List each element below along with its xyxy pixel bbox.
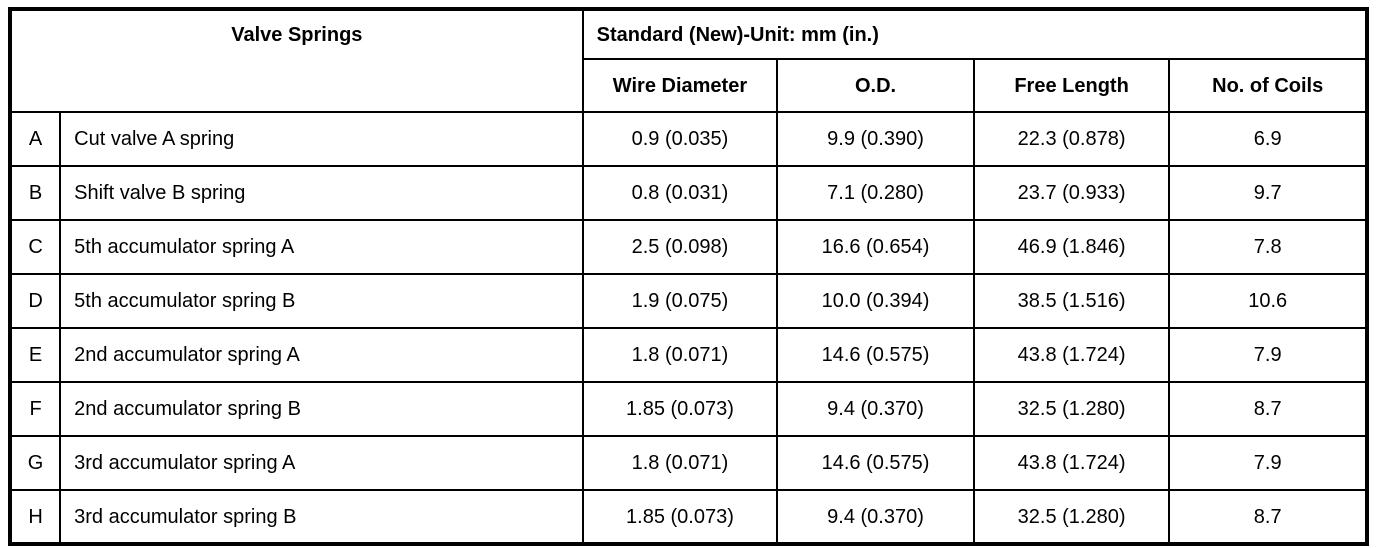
cell-od: 7.1 (0.280) <box>776 165 975 221</box>
column-header-wire-diameter: Wire Diameter <box>581 58 779 113</box>
cell-wire-diameter: 1.85 (0.073) <box>581 489 779 545</box>
cell-no-of-coils: 6.9 <box>1168 111 1368 167</box>
cell-free-length: 46.9 (1.846) <box>972 219 1171 275</box>
cell-ref-letter: B <box>8 165 62 221</box>
cell-ref-letter: D <box>8 273 62 329</box>
cell-ref-letter: H <box>8 489 62 545</box>
cell-wire-diameter: 1.85 (0.073) <box>581 381 779 437</box>
cell-spring-name: 3rd accumulator spring A <box>59 435 584 491</box>
table-title: Valve Springs <box>9 8 584 113</box>
cell-od: 10.0 (0.394) <box>776 273 975 329</box>
cell-wire-diameter: 0.9 (0.035) <box>581 111 779 167</box>
table-body: A Cut valve A spring 0.9 (0.035) 9.9 (0.390… <box>8 111 1368 545</box>
table-row: D 5th accumulator spring B 1.9 (0.075) 10.0… <box>8 273 1368 329</box>
cell-no-of-coils: 7.8 <box>1168 219 1368 275</box>
table-row: E 2nd accumulator spring A 1.8 (0.071) 14.6… <box>8 327 1368 383</box>
cell-no-of-coils: 10.6 <box>1168 273 1368 329</box>
cell-wire-diameter: 2.5 (0.098) <box>581 219 779 275</box>
cell-od: 9.4 (0.370) <box>776 381 975 437</box>
table-header: Valve Springs Standard (New)-Unit: mm (i… <box>9 8 1369 113</box>
cell-no-of-coils: 8.7 <box>1168 381 1368 437</box>
cell-no-of-coils: 8.7 <box>1168 489 1368 545</box>
cell-free-length: 38.5 (1.516) <box>972 273 1171 329</box>
cell-od: 16.6 (0.654) <box>776 219 975 275</box>
standard-unit-header: Standard (New)-Unit: mm (in.) <box>581 8 1369 60</box>
cell-ref-letter: G <box>8 435 62 491</box>
table-row: G 3rd accumulator spring A 1.8 (0.071) 14.6… <box>8 435 1368 491</box>
table-row: A Cut valve A spring 0.9 (0.035) 9.9 (0.390… <box>8 111 1368 167</box>
cell-no-of-coils: 9.7 <box>1168 165 1368 221</box>
cell-no-of-coils: 7.9 <box>1168 435 1368 491</box>
cell-od: 14.6 (0.575) <box>776 327 975 383</box>
cell-free-length: 32.5 (1.280) <box>972 489 1171 545</box>
cell-spring-name: Shift valve B spring <box>59 165 584 221</box>
cell-spring-name: 2nd accumulator spring A <box>59 327 584 383</box>
cell-free-length: 43.8 (1.724) <box>972 327 1171 383</box>
cell-ref-letter: E <box>8 327 62 383</box>
table-row: F 2nd accumulator spring B 1.85 (0.073) 9.4… <box>8 381 1368 437</box>
table-row: B Shift valve B spring 0.8 (0.031) 7.1 (0.2… <box>8 165 1368 221</box>
table-row: C 5th accumulator spring A 2.5 (0.098) 16.6… <box>8 219 1368 275</box>
cell-spring-name: Cut valve A spring <box>59 111 584 167</box>
cell-od: 9.4 (0.370) <box>776 489 975 545</box>
cell-wire-diameter: 1.8 (0.071) <box>581 327 779 383</box>
column-header-od: O.D. <box>776 58 975 113</box>
cell-free-length: 23.7 (0.933) <box>972 165 1171 221</box>
cell-ref-letter: A <box>8 111 62 167</box>
cell-wire-diameter: 0.8 (0.031) <box>581 165 779 221</box>
cell-spring-name: 2nd accumulator spring B <box>59 381 584 437</box>
column-header-free-length: Free Length <box>972 58 1171 113</box>
cell-ref-letter: C <box>8 219 62 275</box>
cell-no-of-coils: 7.9 <box>1168 327 1368 383</box>
cell-free-length: 43.8 (1.724) <box>972 435 1171 491</box>
cell-od: 14.6 (0.575) <box>776 435 975 491</box>
cell-free-length: 32.5 (1.280) <box>972 381 1171 437</box>
cell-od: 9.9 (0.390) <box>776 111 975 167</box>
cell-spring-name: 3rd accumulator spring B <box>59 489 584 545</box>
cell-spring-name: 5th accumulator spring B <box>59 273 584 329</box>
cell-spring-name: 5th accumulator spring A <box>59 219 584 275</box>
valve-springs-table: Valve Springs Standard (New)-Unit: mm (i… <box>8 7 1369 546</box>
cell-ref-letter: F <box>8 381 62 437</box>
cell-wire-diameter: 1.8 (0.071) <box>581 435 779 491</box>
column-header-no-of-coils: No. of Coils <box>1168 58 1368 113</box>
cell-free-length: 22.3 (0.878) <box>972 111 1171 167</box>
cell-wire-diameter: 1.9 (0.075) <box>581 273 779 329</box>
table-row: H 3rd accumulator spring B 1.85 (0.073) 9.4… <box>8 489 1368 545</box>
